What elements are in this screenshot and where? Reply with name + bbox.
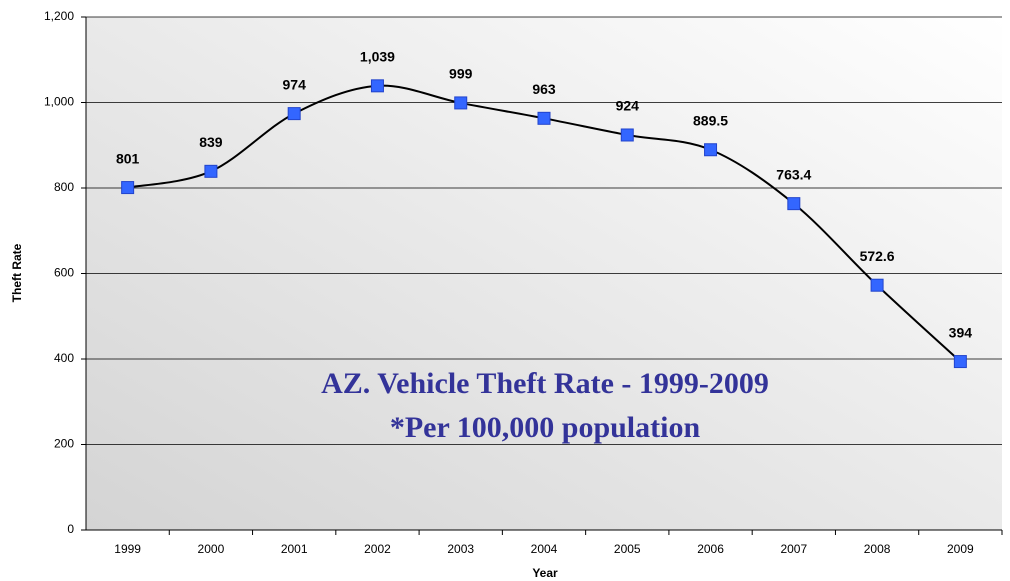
- data-label: 1,039: [360, 49, 395, 65]
- marker: [370, 79, 384, 93]
- y-tick-label: 400: [54, 351, 74, 365]
- data-label: 763.4: [776, 166, 811, 182]
- data-label: 394: [949, 324, 973, 340]
- y-tick-label: 1,000: [44, 95, 74, 109]
- x-tick-label: 2002: [364, 542, 391, 556]
- marker: [787, 197, 801, 211]
- marker: [454, 96, 468, 110]
- data-label: 963: [532, 81, 556, 97]
- data-label: 999: [449, 66, 473, 82]
- data-label: 889.5: [693, 112, 728, 128]
- x-tick-label: 2001: [281, 542, 308, 556]
- y-tick-label: 600: [54, 266, 74, 280]
- x-tick-label: 2005: [614, 542, 641, 556]
- y-tick-label: 0: [67, 522, 74, 536]
- x-tick-label: 2009: [947, 542, 974, 556]
- x-tick-label: 2004: [531, 542, 558, 556]
- data-label: 839: [199, 134, 223, 150]
- marker: [953, 355, 967, 369]
- x-tick-label: 2003: [447, 542, 474, 556]
- chart-subtitle: *Per 100,000 population: [390, 411, 701, 444]
- marker: [870, 278, 884, 292]
- marker: [704, 143, 718, 157]
- data-label: 572.6: [860, 248, 895, 264]
- y-tick-label: 1,200: [44, 9, 74, 23]
- x-axis-label: Year: [532, 566, 558, 580]
- marker: [204, 164, 218, 178]
- marker: [121, 181, 135, 195]
- x-tick-label: 1999: [114, 542, 141, 556]
- y-axis-label: Theft Rate: [10, 243, 24, 302]
- x-tick-label: 2008: [864, 542, 891, 556]
- data-label: 924: [616, 98, 640, 114]
- chart-title: AZ. Vehicle Theft Rate - 1999-2009: [321, 367, 769, 400]
- marker: [537, 111, 551, 125]
- marker: [620, 128, 634, 142]
- y-tick-label: 800: [54, 180, 74, 194]
- data-label: 974: [283, 76, 307, 92]
- x-tick-label: 2000: [198, 542, 225, 556]
- x-tick-label: 2007: [780, 542, 807, 556]
- x-tick-label: 2006: [697, 542, 724, 556]
- y-tick-label: 200: [54, 437, 74, 451]
- marker: [287, 107, 301, 121]
- data-label: 801: [116, 150, 140, 166]
